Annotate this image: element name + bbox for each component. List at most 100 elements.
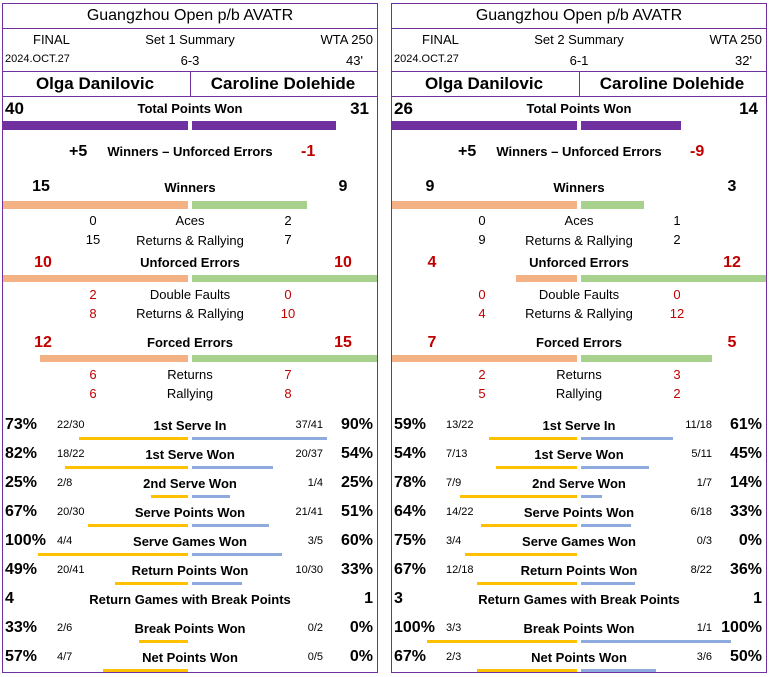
fe-p2-value: 15 [334,334,352,351]
stat-p2-bar [581,437,673,440]
df-p2-value: 0 [284,287,292,302]
stat-p1-bar [78,437,188,440]
stat-p2-pct: 14% [729,474,762,491]
stat-p2-pct: 100% [721,619,762,636]
match-date: 2024.OCT.27 [394,53,459,65]
fe-p1-value: 12 [34,334,52,351]
stat-p2-fraction: 10/30 [295,564,323,576]
winners-p2-value: 3 [727,178,737,195]
stat-label: Break Points Won [134,621,246,636]
stat-p2-pct: 54% [340,445,373,462]
df-p1-value: 0 [478,287,486,302]
stat-p1-fraction: 2/3 [446,651,462,663]
stat-p2-bar [192,524,269,527]
stat-p1-bar [496,466,577,469]
player1-name: Olga Danilovic [424,74,544,93]
stat-label: Return Games with Break Points [478,592,680,607]
stat-p2-bar [581,582,635,585]
stat-p2-pct: 50% [729,648,762,665]
wue-p1-value: +5 [458,143,477,160]
stat-p2-fraction: 6/18 [690,506,712,518]
stat-p1-fraction: 22/30 [57,419,85,431]
stat-p1-pct: 49% [5,561,38,578]
ue-label: Unforced Errors [140,255,240,270]
aces-p1-value: 0 [478,213,486,228]
stat-p2-fraction: 1/4 [307,477,323,489]
wue-label: Winners – Unforced Errors [496,144,662,159]
tier-label: WTA 250 [320,32,373,47]
stat-label: 1st Serve Won [145,447,235,462]
ue-rr-label: Returns & Rallying [525,306,633,321]
stat-p1-pct: 57% [5,648,38,665]
stat-label: Net Points Won [531,650,627,665]
round-label: FINAL [422,32,459,47]
divider [392,96,766,97]
stat-p2-fraction: 0/3 [696,535,712,547]
fe-rallying-label: Rallying [555,386,603,401]
divider [3,96,377,97]
stat-p1-fraction: 4/4 [57,535,73,547]
aces-p2-value: 2 [284,213,292,228]
stat-p2-bar [192,466,273,469]
stat-label: 2nd Serve Won [532,476,626,491]
stat-p1-fraction: 4/7 [57,651,73,663]
fe-p2-bar [581,355,713,362]
stat-label: Return Points Won [520,563,638,578]
stat-p1-pct: 59% [394,416,427,433]
stat-p2-fraction: 11/18 [685,419,712,431]
stat-p2-pct: 60% [340,532,373,549]
stat-p2-bar [192,495,230,498]
stat-p1-fraction: 18/22 [57,448,85,460]
stat-label: 1st Serve In [153,418,227,433]
ue-p2-bar [192,275,377,282]
fe-p2-bar [192,355,377,362]
stat-p1-fraction: 3/4 [446,535,462,547]
stat-p1-pct: 3 [394,590,403,607]
wue-p2-value: -1 [301,143,316,160]
stat-p1-pct: 82% [5,445,38,462]
stat-p1-pct: 73% [5,416,38,433]
ue-p2-value: 10 [334,254,352,271]
panel-title: Guangzhou Open p/b AVATR [86,7,294,24]
stat-label: Net Points Won [142,650,238,665]
ue-rr-p2-value: 10 [280,306,296,321]
aces-p2-value: 1 [673,213,681,228]
winners-p1-bar [3,201,188,209]
total-points-label: Total Points Won [526,101,632,116]
stat-p2-pct: 36% [729,561,762,578]
stat-p2-pct: 90% [340,416,373,433]
winners-label: Winners [164,180,216,195]
df-p1-value: 2 [89,287,97,302]
fe-p1-bar [40,355,188,362]
match-date: 2024.OCT.27 [5,53,70,65]
total-p1-value: 40 [5,99,24,118]
stat-p2-bar [581,524,631,527]
summary-label: Set 1 Summary [145,32,235,47]
set-duration: 43' [346,53,363,68]
stat-p1-pct: 100% [5,532,46,549]
stat-p2-pct: 25% [340,474,373,491]
ue-p1-bar [3,275,188,282]
stat-p1-fraction: 12/18 [446,564,474,576]
stat-p1-bar [102,669,188,672]
player1-name: Olga Danilovic [35,74,155,93]
player2-name: Caroline Dolehide [599,74,745,93]
total-points-label: Total Points Won [137,101,243,116]
stat-label: Break Points Won [523,621,635,636]
stat-p2-pct: 51% [340,503,373,520]
stat-label: Serve Games Won [522,534,636,549]
stat-p1-bar [464,553,577,556]
divider [392,28,766,29]
rr-label: Returns & Rallying [136,233,244,248]
stat-p2-fraction: 1/1 [696,622,712,634]
total-p2-value: 14 [739,99,758,118]
ue-p2-value: 12 [723,254,741,271]
rr-p1-value: 15 [85,232,101,247]
stat-p2-pct: 1 [753,590,762,607]
stat-p1-bar [460,495,577,498]
stat-p2-fraction: 5/11 [691,448,712,460]
divider [579,71,580,96]
df-label: Double Faults [538,287,620,302]
rr-p2-value: 7 [284,232,292,247]
winners-p1-bar [392,201,577,209]
